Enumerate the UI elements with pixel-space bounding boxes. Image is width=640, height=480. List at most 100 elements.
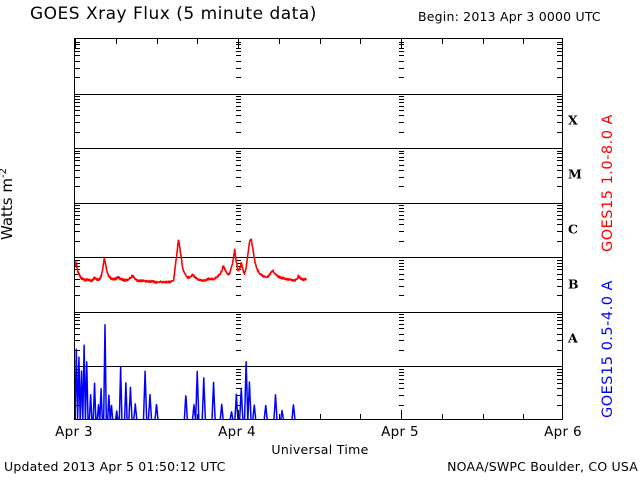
day-boundary-tick	[398, 333, 404, 335]
flare-class-b: B	[568, 276, 579, 292]
axis-tick-y	[75, 208, 80, 209]
day-boundary-tick	[398, 219, 404, 221]
axis-tick-y	[557, 285, 562, 287]
gridline-horizontal	[75, 311, 562, 313]
axis-tick-y	[557, 269, 562, 271]
axis-tick-y	[75, 328, 80, 330]
axis-tick-y	[557, 169, 562, 171]
axis-tick-y	[557, 115, 562, 117]
axis-tick-y	[75, 219, 80, 221]
day-boundary-tick	[398, 51, 404, 53]
axis-tick-y	[75, 202, 84, 204]
axis-tick-y	[75, 295, 80, 297]
day-boundary-tick	[398, 279, 404, 280]
day-boundary-tick	[235, 224, 241, 226]
day-boundary-tick	[398, 77, 404, 79]
day-boundary-tick	[235, 67, 241, 69]
axis-tick-y	[557, 205, 562, 207]
day-boundary-tick	[398, 324, 404, 325]
axis-tick-y	[557, 259, 562, 261]
source-attribution: NOAA/SWPC Boulder, CO USA	[447, 459, 638, 474]
axis-tick-y	[557, 333, 562, 335]
axis-tick-y	[557, 150, 562, 152]
axis-tick-y	[557, 208, 562, 209]
axis-tick-y	[75, 67, 80, 69]
axis-tick-y	[75, 205, 80, 207]
axis-tick-y	[557, 378, 562, 380]
day-boundary-tick	[396, 93, 406, 95]
axis-tick-y	[75, 257, 84, 259]
axis-tick-y	[75, 102, 80, 103]
axis-tick-y	[75, 317, 80, 319]
day-boundary-tick	[398, 224, 404, 226]
axis-tick-y	[75, 164, 80, 166]
day-boundary-tick	[398, 262, 404, 264]
axis-tick-y	[75, 93, 84, 95]
day-boundary-tick	[398, 122, 404, 124]
day-boundary-tick	[235, 317, 241, 319]
day-boundary-tick	[235, 388, 241, 390]
axis-tick-x	[278, 39, 280, 44]
day-boundary-tick	[398, 169, 404, 171]
day-boundary-tick	[398, 44, 404, 46]
day-boundary-tick	[235, 371, 241, 373]
axis-tick-y	[75, 259, 80, 261]
axis-tick-y	[75, 231, 80, 233]
day-boundary-tick	[398, 240, 404, 242]
axis-tick-y	[75, 186, 80, 188]
axis-tick-y	[75, 320, 80, 322]
axis-tick-y	[75, 285, 80, 287]
axis-tick-y	[557, 67, 562, 69]
axis-tick-x	[319, 39, 321, 44]
axis-tick-y	[75, 131, 80, 133]
chart-canvas	[75, 39, 562, 419]
day-boundary-tick	[398, 186, 404, 188]
gridline-horizontal	[75, 366, 562, 368]
axis-tick-y	[557, 214, 562, 216]
day-boundary-tick	[233, 93, 243, 95]
axis-tick-y	[75, 55, 80, 57]
legend-short-channel: GOES15 0.5-4.0 A	[600, 280, 616, 418]
axis-tick-x	[75, 39, 76, 48]
day-boundary-tick	[398, 273, 404, 275]
day-boundary-tick	[398, 320, 404, 322]
axis-tick-y	[557, 295, 562, 297]
axis-tick-y	[75, 224, 80, 226]
updated-timestamp: Updated 2013 Apr 5 01:50:12 UTC	[4, 459, 226, 474]
axis-tick-y	[75, 240, 80, 242]
axis-tick-y	[557, 105, 562, 107]
day-boundary-tick	[398, 41, 404, 43]
axis-tick-y	[75, 350, 80, 351]
day-boundary-tick	[398, 156, 404, 158]
day-boundary-tick	[398, 211, 404, 213]
axis-tick-y	[75, 169, 80, 171]
axis-tick-y	[557, 395, 562, 396]
day-boundary-tick	[233, 202, 243, 204]
axis-tick-y	[557, 55, 562, 57]
day-boundary-tick	[235, 47, 241, 49]
day-boundary-tick	[398, 176, 404, 178]
day-boundary-tick	[398, 47, 404, 49]
day-boundary-tick	[235, 51, 241, 53]
axis-tick-y	[75, 44, 80, 46]
day-boundary-tick	[235, 295, 241, 297]
day-boundary-tick	[398, 96, 404, 98]
day-boundary-tick	[235, 279, 241, 280]
gridline-horizontal	[75, 202, 562, 204]
chart-traces	[75, 238, 308, 419]
axis-tick-y	[557, 211, 562, 213]
axis-tick-y	[557, 110, 562, 111]
axis-tick-y	[557, 265, 562, 267]
day-boundary-tick	[235, 205, 241, 207]
day-boundary-tick	[235, 41, 241, 43]
day-boundary-tick	[398, 60, 404, 62]
day-boundary-tick	[398, 164, 404, 166]
axis-tick-x	[197, 39, 199, 44]
trace-short-channel	[75, 324, 296, 419]
day-boundary-tick	[398, 55, 404, 57]
x-axis-title: Universal Time	[271, 442, 369, 457]
x-tick-label: Apr 4	[218, 424, 256, 440]
axis-tick-y	[75, 176, 80, 178]
axis-tick-y	[75, 340, 80, 342]
day-boundary-tick	[235, 186, 241, 188]
